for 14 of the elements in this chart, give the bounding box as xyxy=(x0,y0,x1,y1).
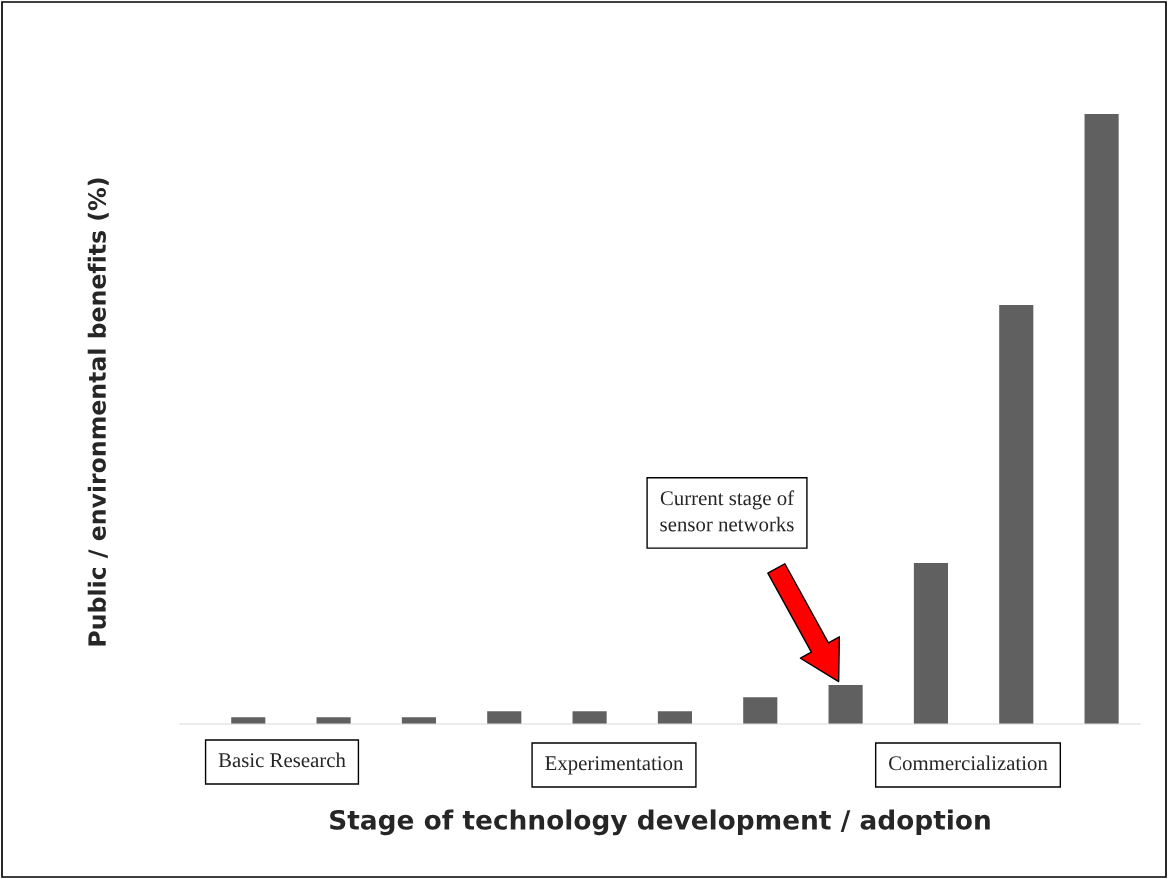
text: Commercialization xyxy=(889,755,1048,771)
y-axis-title: Public / environmental benefits (%) xyxy=(87,178,109,646)
bar xyxy=(828,684,863,724)
annotation: Current stage of sensor networks xyxy=(660,490,795,532)
text: Experimentation xyxy=(545,756,684,775)
bar xyxy=(487,711,522,724)
bar xyxy=(743,697,778,724)
bar xyxy=(999,304,1034,724)
x-axis-title: Stage of technology development / adoption xyxy=(330,809,990,836)
bar xyxy=(657,711,692,724)
text: Basic Research xyxy=(218,752,346,768)
bar xyxy=(1084,114,1119,724)
bar xyxy=(913,562,948,724)
bar xyxy=(572,711,607,724)
